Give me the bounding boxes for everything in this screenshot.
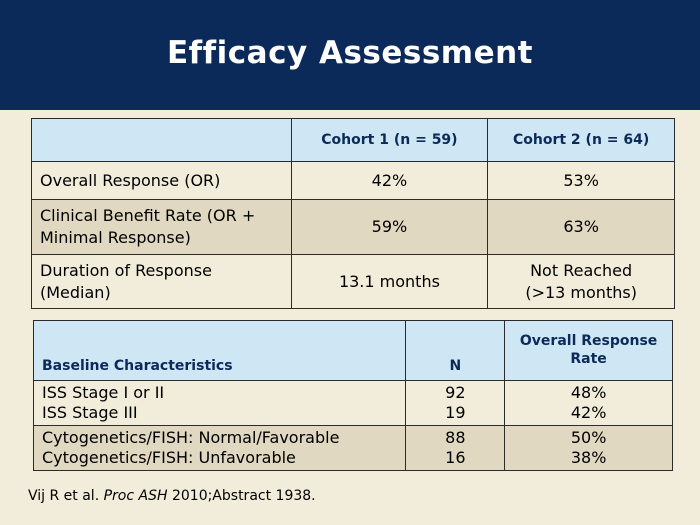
characteristic-line: Cytogenetics/FISH: Unfavorable	[42, 448, 296, 467]
slide-title: Efficacy Assessment	[167, 35, 533, 71]
characteristic-line: Cytogenetics/FISH: Normal/Favorable	[42, 428, 340, 447]
characteristic-line: ISS Stage I or II	[42, 383, 165, 402]
n-value: 92 19	[405, 380, 506, 426]
table-header-row: Baseline Characteristics N Overall Respo…	[32, 320, 673, 381]
n-value: 88 16	[405, 425, 506, 471]
n-line: 92	[445, 383, 466, 402]
cohort-1-value: 13.1 months	[290, 254, 489, 309]
efficacy-table: Cohort 1 (n = 59) Cohort 2 (n = 64) Over…	[31, 118, 675, 309]
header-empty-cell	[31, 118, 292, 162]
rate-line: 38%	[570, 448, 607, 467]
cohort-2-value-line: Not Reached	[530, 260, 633, 280]
citation-footnote: Vij R et al. Proc ASH 2010;Abstract 1938…	[28, 488, 316, 504]
baseline-characteristics-table: Baseline Characteristics N Overall Respo…	[32, 320, 673, 471]
rate-line: 50%	[570, 428, 607, 447]
rate-value: 50% 38%	[504, 425, 673, 471]
header-line: Rate	[570, 351, 607, 367]
table-row-group-cytogenetics: Cytogenetics/FISH: Normal/Favorable Cyto…	[32, 425, 673, 471]
citation-details: 2010;Abstract 1938.	[167, 488, 316, 504]
citation-authors: Vij R et al.	[28, 488, 104, 504]
characteristic-label: Cytogenetics/FISH: Normal/Favorable Cyto…	[32, 425, 407, 471]
row-label: Overall Response (OR)	[31, 161, 292, 200]
rate-line: 48%	[570, 383, 607, 402]
characteristic-line: ISS Stage III	[42, 403, 138, 422]
table-row-group-iss: ISS Stage I or II ISS Stage III 92 19 48…	[32, 380, 673, 426]
row-label-line: Duration of Response	[40, 260, 212, 280]
table-header-row: Cohort 1 (n = 59) Cohort 2 (n = 64)	[31, 118, 675, 162]
cohort-2-value-line: (>13 months)	[525, 282, 637, 302]
table-row: Overall Response (OR) 42% 53%	[31, 161, 675, 200]
header-cohort-1: Cohort 1 (n = 59)	[290, 118, 489, 162]
table-row: Duration of Response (Median) 13.1 month…	[31, 254, 675, 309]
header-baseline-characteristics: Baseline Characteristics	[32, 320, 407, 381]
rate-line: 42%	[570, 403, 607, 422]
cohort-1-value: 42%	[290, 161, 489, 200]
table-row: Clinical Benefit Rate (OR + Minimal Resp…	[31, 199, 675, 255]
row-label-line: (Median)	[40, 282, 111, 302]
rate-value: 48% 42%	[504, 380, 673, 426]
cohort-2-value: Not Reached (>13 months)	[487, 254, 675, 309]
row-label-line: Clinical Benefit Rate (OR +	[40, 206, 256, 225]
header-n: N	[405, 320, 506, 381]
header-cohort-2: Cohort 2 (n = 64)	[487, 118, 675, 162]
header-overall-response-rate: Overall Response Rate	[504, 320, 673, 381]
row-label: Clinical Benefit Rate (OR + Minimal Resp…	[31, 199, 292, 255]
n-line: 88	[445, 428, 466, 447]
header-line: Overall Response	[519, 333, 658, 349]
title-bar: Efficacy Assessment	[0, 0, 700, 110]
characteristic-label: ISS Stage I or II ISS Stage III	[32, 380, 407, 426]
row-label-line: Minimal Response)	[40, 228, 191, 247]
cohort-2-value: 63%	[487, 199, 675, 255]
cohort-1-value: 59%	[290, 199, 489, 255]
n-line: 16	[445, 448, 466, 467]
n-line: 19	[445, 403, 466, 422]
citation-journal: Proc ASH	[103, 488, 168, 504]
cohort-2-value: 53%	[487, 161, 675, 200]
row-label: Duration of Response (Median)	[31, 254, 292, 309]
